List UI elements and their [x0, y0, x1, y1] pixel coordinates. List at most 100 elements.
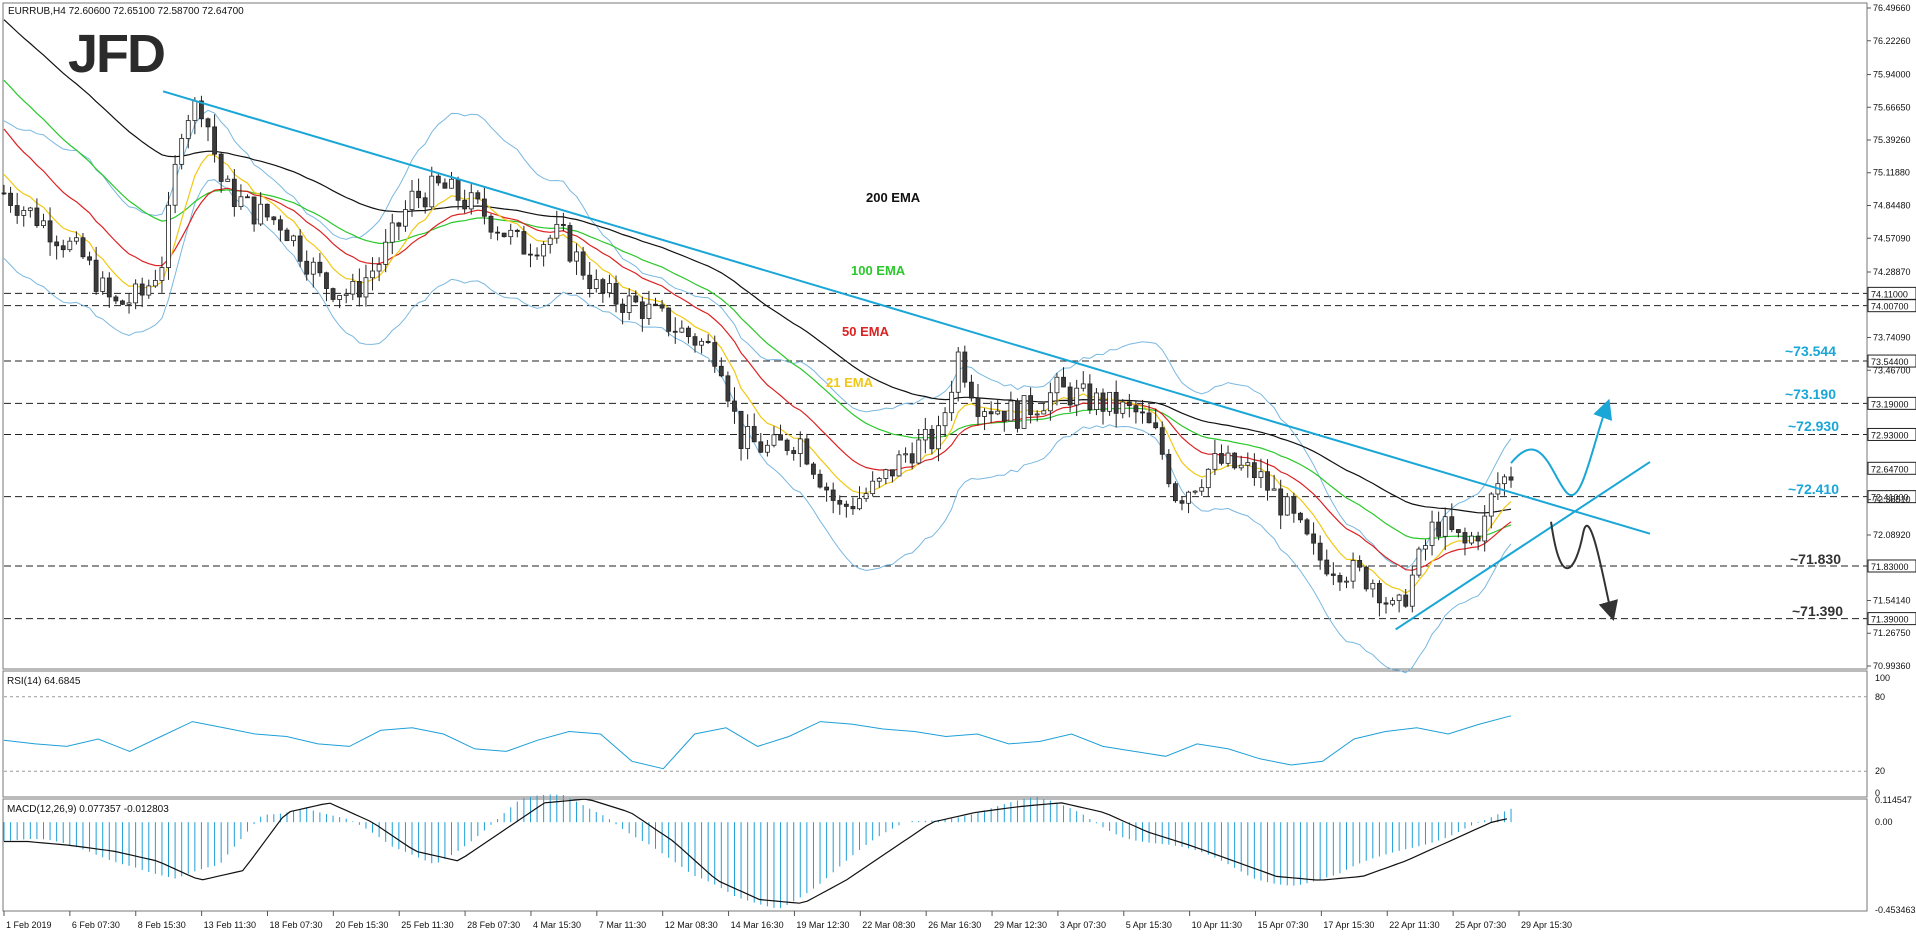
time-tick-label: 18 Feb 07:30 [269, 920, 322, 930]
price-tick-label: 75.11880 [1873, 168, 1910, 178]
candle-body [995, 410, 1001, 415]
candle-body [1238, 464, 1244, 469]
candle-body [725, 375, 731, 402]
candle-body [936, 425, 941, 450]
candle-body [784, 439, 790, 451]
candle-body [120, 300, 125, 305]
candle-body [712, 342, 718, 367]
candle-body [1100, 392, 1106, 412]
candle-body [310, 261, 316, 275]
macd-tick-label: 0.114547 [1875, 795, 1912, 805]
candle-body [639, 301, 645, 319]
candle-body [1159, 427, 1165, 455]
candle-body [922, 428, 928, 441]
candle-body [1251, 462, 1257, 479]
time-axis: 1 Feb 2019 6 Feb 07:30 8 Feb 15:30 13 Feb 1… [3, 911, 1572, 930]
candle-body [1337, 575, 1343, 583]
candle-body [1047, 392, 1053, 412]
time-tick-label: 29 Mar 12:30 [994, 920, 1047, 930]
price-tick-label: 72.08920 [1873, 530, 1911, 540]
level-box [1867, 396, 1916, 410]
candle-body [277, 219, 283, 231]
level-box [1867, 299, 1916, 313]
level-annotation-73190: ~73.190 [1785, 386, 1836, 402]
candle-body [1015, 400, 1020, 429]
macd-tick-label: 0.00 [1875, 817, 1893, 827]
candle-body [672, 330, 678, 333]
level-box-label: 71.39000 [1871, 615, 1909, 625]
candle-body [1324, 559, 1330, 575]
price-tick-label: 76.49660 [1873, 3, 1911, 13]
candle-body [1232, 452, 1238, 469]
time-tick-label: 22 Apr 11:30 [1389, 920, 1439, 930]
candle-body [106, 277, 112, 298]
candle-body [567, 225, 573, 262]
level-annotation-73544: ~73.544 [1785, 343, 1836, 359]
time-tick-label: 12 Mar 08:30 [665, 920, 718, 930]
candle-body [330, 288, 336, 300]
candle-body [1192, 490, 1198, 493]
candle-body [284, 229, 290, 242]
candle-body [580, 251, 586, 276]
candle-body [1416, 548, 1422, 576]
price-tick-label: 74.57090 [1873, 233, 1911, 243]
candle-body [238, 196, 244, 208]
price-tick-label: 72.38510 [1873, 495, 1911, 505]
candle-body [528, 253, 533, 256]
candle-body [593, 279, 599, 289]
rsi-tick-label: 0 [1875, 788, 1880, 798]
level-box-label: 73.19000 [1871, 399, 1909, 409]
level-annotation-71830: ~71.830 [1790, 551, 1841, 567]
candle-body [1219, 453, 1224, 464]
candle-body [113, 296, 119, 302]
candle-body [1291, 496, 1297, 514]
bullish-scenario-arrow [1510, 398, 1613, 496]
macd-panel-frame [2, 798, 1868, 912]
candle-body [843, 503, 849, 507]
trend-lines [162, 90, 1651, 631]
candle-body [1317, 542, 1323, 561]
candle-body [1153, 422, 1159, 429]
candle-body [909, 453, 915, 464]
candle-body [1265, 471, 1270, 491]
candle-body [159, 267, 165, 281]
candle-body [1186, 491, 1191, 504]
candle-body [837, 500, 843, 505]
time-tick-label: 25 Feb 11:30 [401, 920, 453, 930]
candle-body [1041, 410, 1047, 415]
upper-band [3, 109, 1512, 570]
candle-body [100, 277, 106, 292]
candle-body [416, 190, 421, 199]
price-tick-label: 75.66650 [1873, 102, 1911, 112]
candle-body [60, 245, 66, 251]
price-tick-label: 71.54140 [1873, 595, 1911, 605]
candle-body [1311, 533, 1316, 544]
candle-body [205, 118, 211, 128]
candle-body [1120, 401, 1126, 414]
time-tick-label: 5 Apr 15:30 [1126, 920, 1172, 930]
time-tick-label: 17 Apr 15:30 [1323, 920, 1374, 930]
price-tick-label: 70.99360 [1873, 661, 1911, 671]
candle-body [271, 216, 277, 221]
candle-body [376, 263, 382, 272]
candle-body [152, 280, 158, 287]
candle-body [1488, 493, 1494, 517]
candle-body [705, 340, 711, 343]
time-tick-label: 1 Feb 2019 [6, 920, 52, 930]
candle-body [501, 232, 507, 238]
candle-body [1067, 386, 1073, 406]
candle-body [54, 241, 60, 247]
candle-body [409, 190, 415, 210]
price-tick-label: 75.39260 [1873, 135, 1911, 145]
ema-lines [3, 19, 1512, 594]
candlesticks [1, 95, 1514, 617]
price-tick-label: 75.94000 [1873, 70, 1911, 80]
ema100-label: 100 EMA [851, 263, 906, 278]
candle-body [468, 192, 474, 210]
price-tick-label: 73.46700 [1873, 365, 1911, 375]
candle-body [830, 489, 836, 501]
candle-body [804, 438, 810, 465]
candle-body [8, 192, 13, 206]
candle-body [166, 204, 171, 268]
